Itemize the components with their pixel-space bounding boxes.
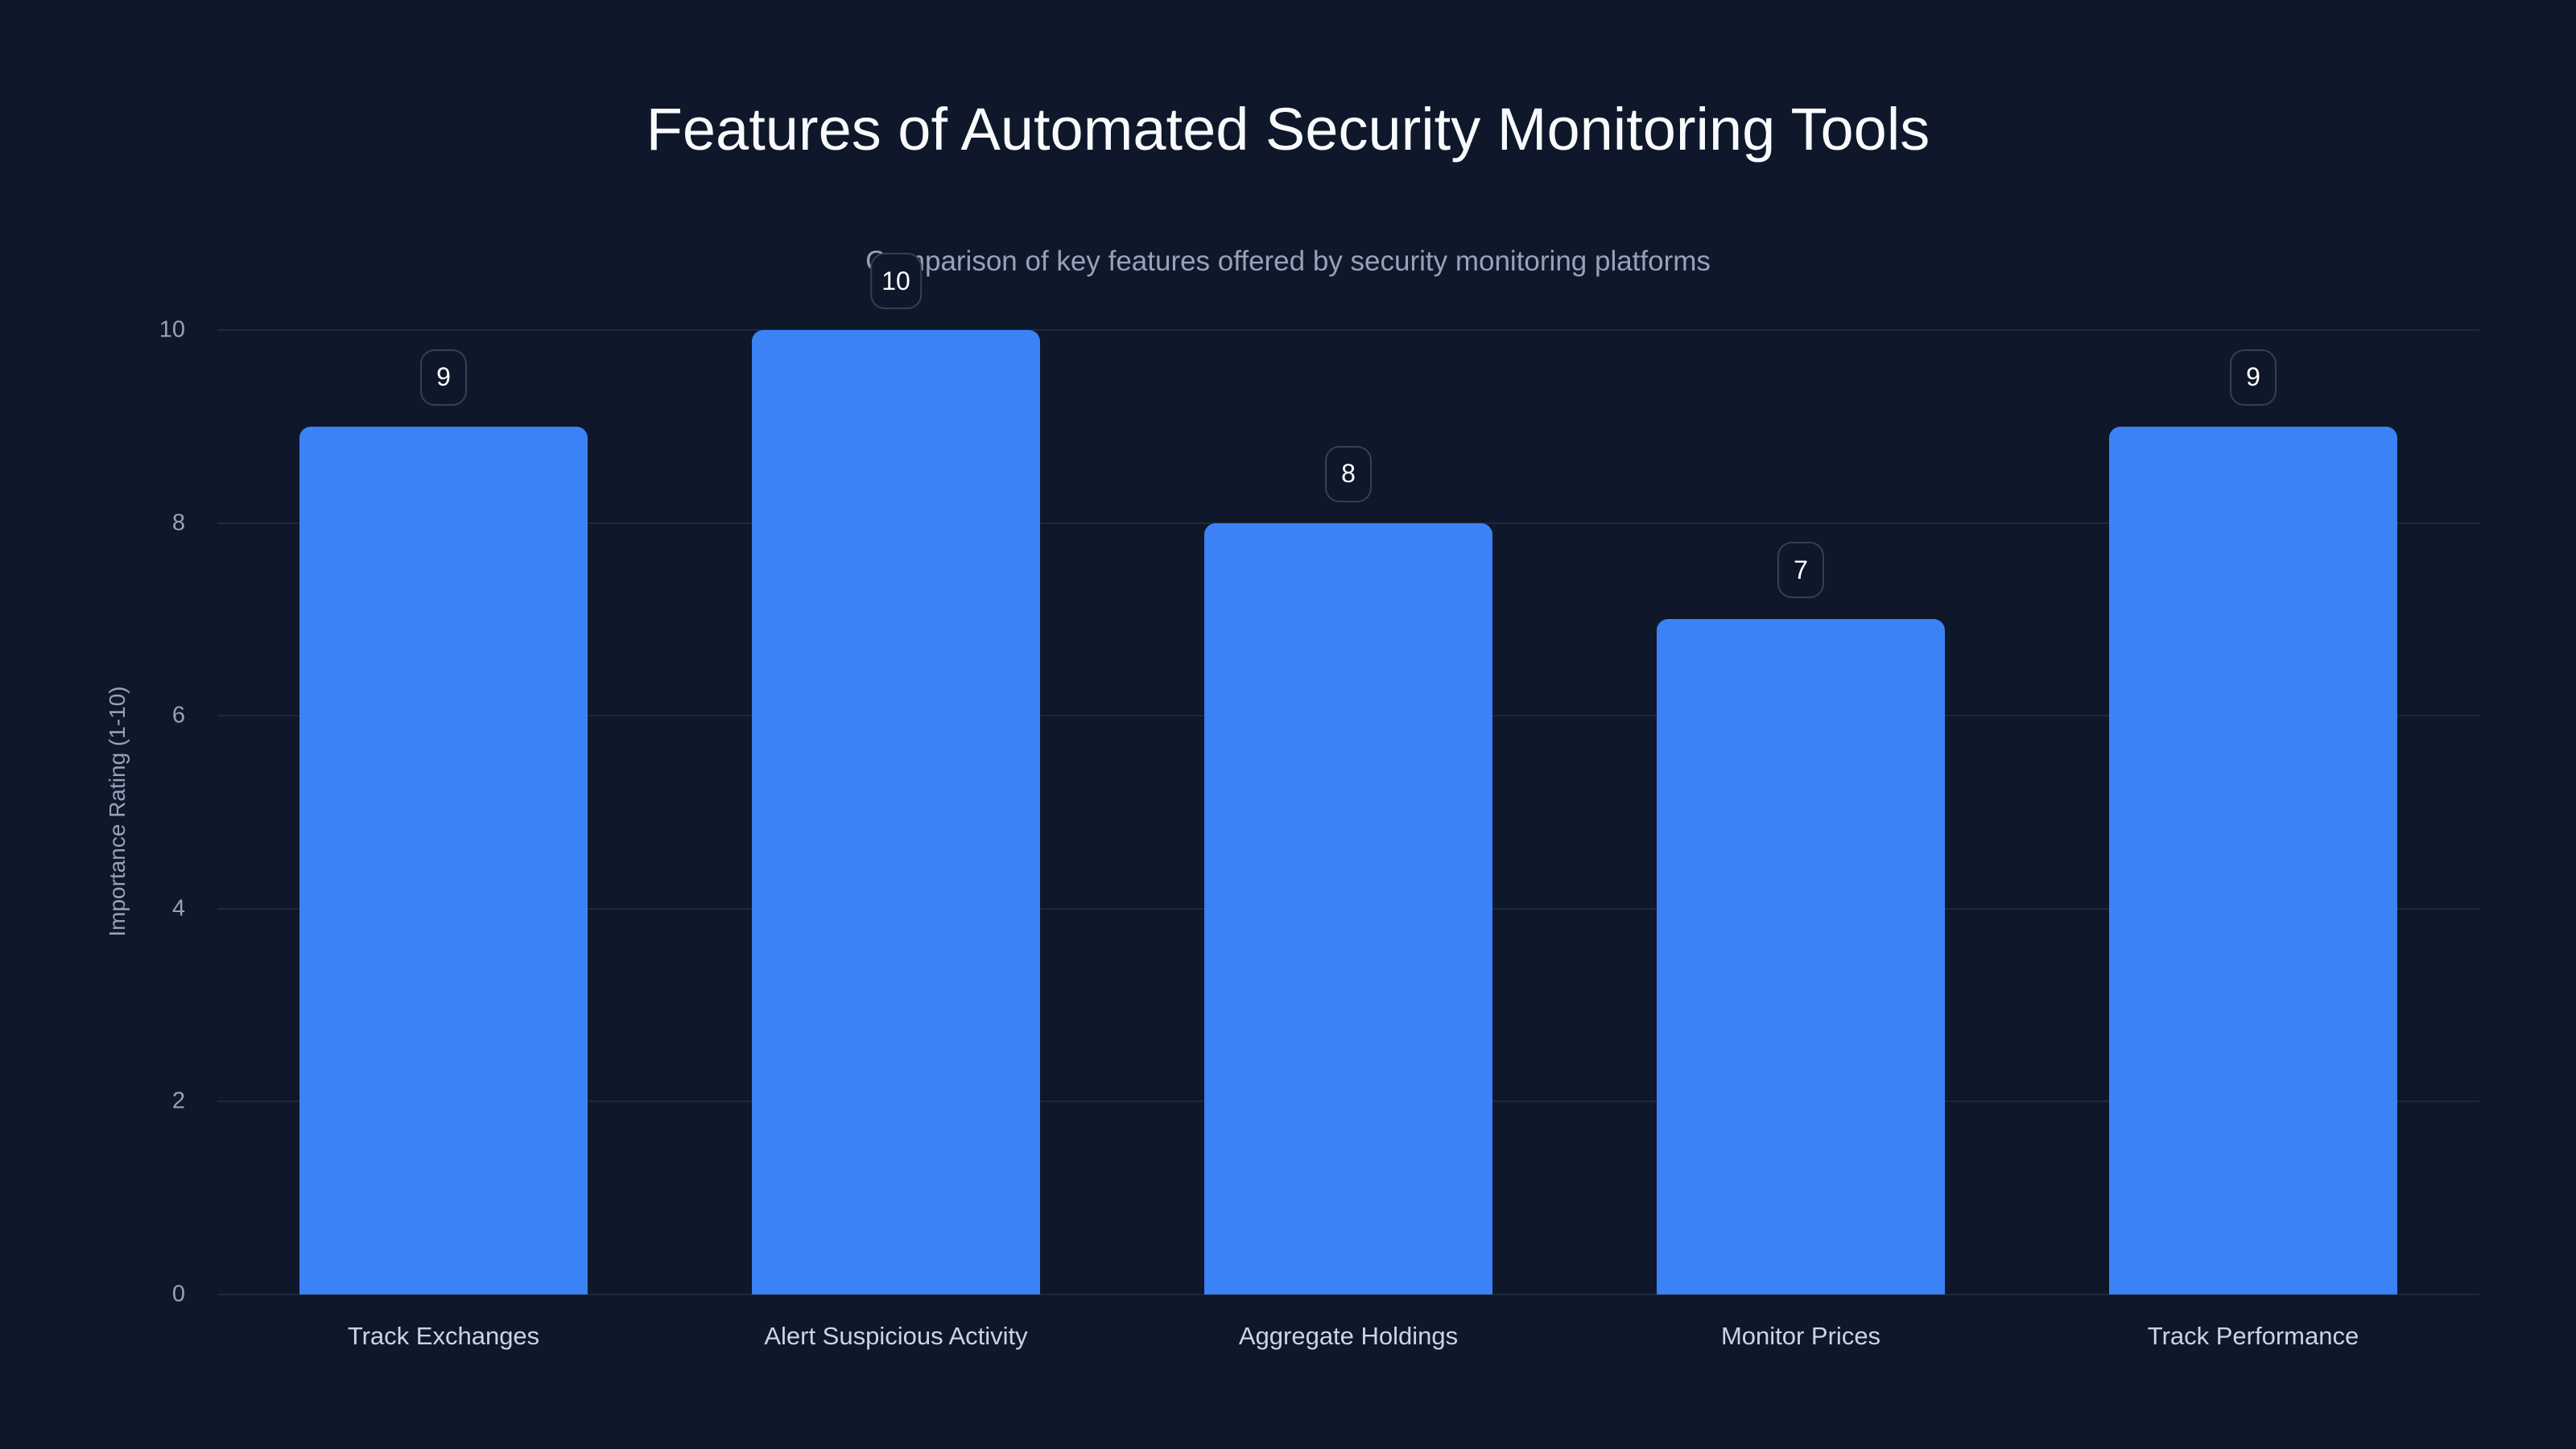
plot-area: 0 2 4 6 8 10 9 10 8 7 9 (159, 253, 2479, 1307)
chart-title: Features of Automated Security Monitorin… (646, 96, 1930, 163)
y-tick-label: 2 (171, 1088, 185, 1114)
gridline (217, 522, 2479, 524)
y-tick-label: 4 (171, 895, 185, 922)
data-label: 7 (1777, 542, 1824, 599)
x-tick-label: Track Exchanges (347, 1322, 540, 1350)
bar[interactable] (299, 426, 588, 1294)
chart-subtitle: Comparison of key features offered by se… (865, 246, 1711, 277)
x-tick-label: Alert Suspicious Activity (764, 1322, 1028, 1350)
y-axis-label: Importance Rating (1-10) (105, 686, 130, 937)
y-tick-label: 6 (171, 702, 185, 729)
bar[interactable] (752, 330, 1040, 1294)
y-tick-label: 0 (171, 1281, 185, 1307)
x-tick-label: Track Performance (2147, 1322, 2359, 1350)
bar[interactable] (1204, 522, 1492, 1294)
gridline (217, 1294, 2479, 1295)
x-tick-label: Monitor Prices (1720, 1322, 1881, 1350)
data-label: 10 (870, 253, 922, 309)
bar[interactable] (1657, 619, 1945, 1294)
y-tick-label: 10 (159, 316, 185, 343)
gridline (217, 329, 2479, 331)
data-label: 8 (1325, 445, 1372, 502)
x-tick-label: Aggregate Holdings (1238, 1322, 1459, 1350)
data-label: 9 (420, 349, 467, 406)
data-label: 9 (2230, 349, 2277, 406)
bar[interactable] (2109, 426, 2397, 1294)
y-tick-label: 8 (171, 510, 185, 536)
